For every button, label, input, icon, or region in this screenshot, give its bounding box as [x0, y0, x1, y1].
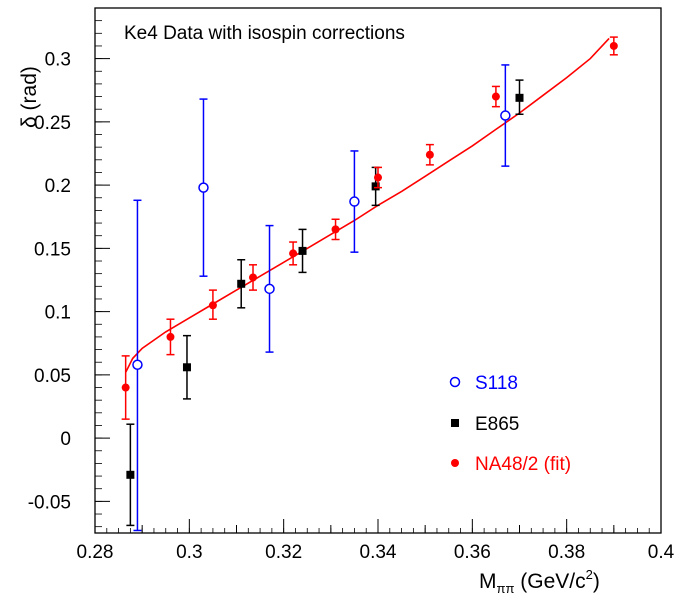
x-axis-label-units: (GeV/c [514, 570, 585, 593]
data-point-e865 [182, 363, 191, 372]
data-point-na48 [208, 301, 217, 310]
data-point-e865 [515, 93, 524, 102]
x-tick-label: 0.4 [648, 542, 675, 563]
data-point-na48 [249, 273, 258, 282]
chart-title: Ke4 Data with isospin corrections [124, 23, 405, 44]
fit-curve [124, 37, 610, 373]
data-point-e865 [298, 246, 307, 255]
x-tick-label: 0.34 [360, 542, 397, 563]
legend-marker-na48 [451, 459, 459, 467]
y-tick-label: 0.25 [34, 113, 71, 134]
y-tick-label: 0.15 [34, 239, 71, 260]
data-marks [121, 36, 618, 532]
axis-ticks [94, 7, 662, 533]
y-axis-label: δ (rad) [18, 66, 41, 128]
y-tick-label: -0.05 [28, 492, 71, 513]
data-point-e865 [371, 182, 380, 191]
y-tick-label: 0.2 [45, 176, 71, 197]
data-point-na48 [491, 92, 500, 101]
legend-label-e865: E865 [475, 414, 519, 435]
x-axis-label-sup: 2 [586, 567, 593, 582]
y-tick-label: 0.05 [34, 366, 71, 387]
legend-label-s118: S118 [475, 373, 518, 394]
data-point-e865 [126, 470, 135, 479]
x-axis-label-close: ) [593, 570, 600, 593]
plot-frame [94, 7, 662, 534]
legend-marker-s118 [449, 376, 461, 388]
y-tick-label: 0.1 [45, 303, 71, 324]
y-tick-label: 0.3 [45, 50, 71, 71]
data-point-s118 [349, 196, 360, 207]
data-point-na48 [289, 249, 298, 258]
legend-label-na48: NA48/2 (fit) [475, 454, 571, 475]
x-axis-label-main: M [479, 570, 497, 593]
data-point-na48 [609, 41, 618, 50]
data-point-s118 [132, 359, 143, 370]
data-point-s118 [198, 182, 209, 193]
x-tick-label: 0.32 [265, 542, 302, 563]
legend: S118 E865 NA48/2 (fit) [449, 373, 571, 475]
x-axis-label: Mππ (GeV/c2) [479, 567, 600, 596]
axis-tick-labels: 0.28 0.3 0.32 0.34 0.36 0.38 0.4 -0.05 0 0.05 0.1 0… [28, 50, 675, 563]
legend-marker-e865 [451, 419, 459, 427]
y-tick-label: 0 [60, 429, 71, 450]
data-point-s118 [500, 110, 511, 121]
data-point-s118 [264, 283, 275, 295]
x-tick-label: 0.3 [176, 542, 202, 563]
x-tick-label: 0.28 [77, 542, 114, 563]
x-axis-label-sub: ππ [497, 581, 515, 596]
data-point-e865 [237, 279, 246, 288]
data-point-na48 [166, 332, 175, 341]
data-point-na48 [374, 173, 382, 182]
data-point-na48 [425, 150, 434, 159]
x-tick-label: 0.36 [454, 542, 491, 563]
x-tick-label: 0.38 [548, 542, 585, 563]
data-point-na48 [121, 383, 130, 392]
data-point-na48 [331, 225, 340, 234]
fit-curve-group [124, 37, 610, 373]
